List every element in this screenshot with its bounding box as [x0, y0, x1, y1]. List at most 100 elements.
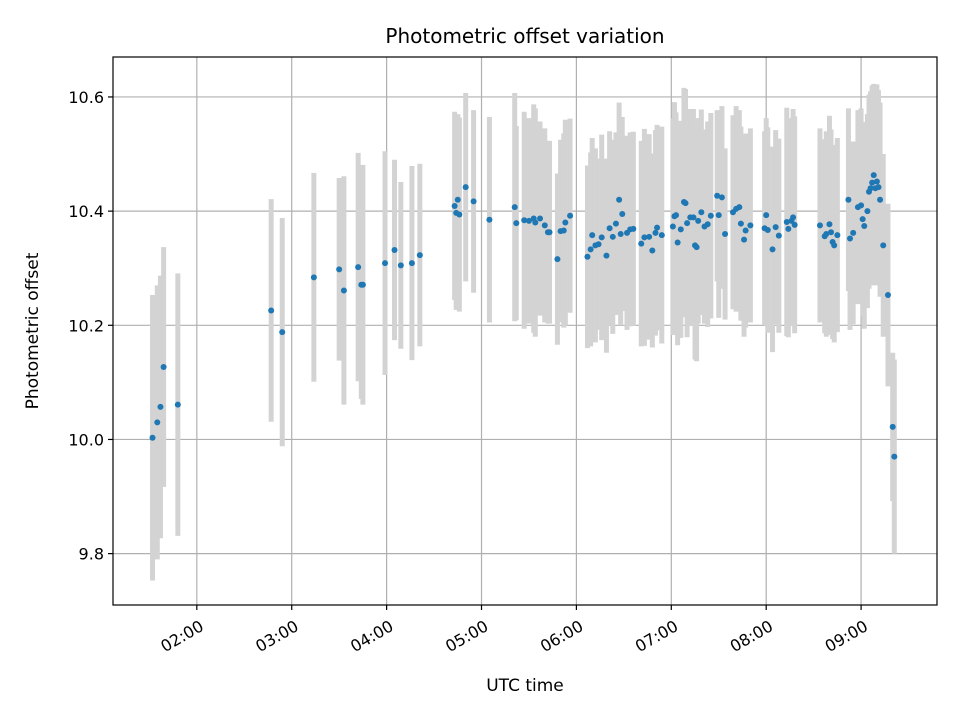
data-point: [513, 220, 520, 227]
data-point: [391, 246, 398, 253]
data-point: [606, 225, 613, 232]
plot-frame: [112, 56, 938, 606]
data-point: [737, 220, 744, 227]
data-point: [861, 222, 868, 229]
data-point: [785, 225, 792, 232]
data-point: [511, 204, 518, 211]
data-point: [698, 209, 705, 216]
data-point: [763, 212, 770, 219]
data-point: [834, 232, 841, 239]
data-point: [397, 262, 404, 269]
data-point: [598, 234, 605, 241]
data-point: [654, 224, 661, 231]
data-point: [682, 200, 689, 207]
data-point: [867, 185, 874, 192]
data-point: [673, 212, 680, 219]
y-tick-label: 9.8: [79, 545, 104, 564]
data-point: [595, 241, 602, 248]
data-point: [646, 233, 653, 240]
data-point: [649, 247, 656, 254]
y-tick-label: 10.4: [68, 202, 104, 221]
data-point: [828, 229, 835, 236]
data-point: [889, 423, 896, 430]
data-point: [864, 208, 871, 215]
data-point: [416, 252, 423, 259]
data-point: [652, 229, 659, 236]
data-point: [630, 225, 637, 232]
data-point: [382, 260, 389, 267]
data-point: [669, 223, 676, 230]
data-point: [612, 220, 619, 227]
data-point: [791, 221, 798, 228]
data-point: [456, 211, 463, 218]
data-point: [850, 229, 857, 236]
data-point: [355, 264, 362, 271]
data-point: [816, 222, 823, 229]
data-point: [718, 194, 725, 201]
data-point: [715, 212, 722, 219]
data-point: [609, 233, 616, 240]
data-point: [541, 222, 548, 229]
data-point: [690, 214, 697, 221]
data-point: [772, 224, 779, 231]
data-point: [589, 232, 596, 239]
data-point: [823, 230, 830, 237]
data-point: [880, 242, 887, 249]
data-point: [451, 202, 458, 209]
data-point: [704, 221, 711, 228]
data-point: [764, 226, 771, 233]
data-point: [619, 210, 626, 217]
data-point: [741, 236, 748, 243]
data-point: [149, 434, 156, 441]
y-axis-ticks: 9.8 10.0 10.2 10.4 10.6: [68, 88, 113, 564]
data-point: [638, 240, 645, 247]
data-point: [747, 222, 754, 229]
data-point: [783, 218, 790, 225]
data-point: [616, 196, 623, 203]
data-point: [831, 242, 838, 249]
data-point: [847, 235, 854, 242]
data-point: [470, 198, 477, 205]
data-point: [736, 204, 743, 211]
y-axis-label: Photometric offset: [23, 252, 43, 409]
data-point: [707, 212, 714, 219]
data-point: [279, 329, 286, 336]
data-point: [525, 217, 532, 224]
data-point: [693, 244, 700, 251]
data-points: [149, 172, 898, 460]
data-point: [869, 179, 876, 186]
y-tick-label: 10.2: [68, 316, 104, 335]
data-point: [486, 216, 493, 223]
data-point: [677, 226, 684, 233]
data-point: [408, 260, 415, 267]
data-point: [877, 196, 884, 203]
data-point: [684, 220, 691, 227]
data-point: [160, 363, 167, 370]
data-point: [268, 307, 275, 314]
data-point: [560, 227, 567, 234]
data-point: [462, 184, 469, 191]
data-point: [714, 192, 721, 199]
data-point: [587, 246, 594, 253]
data-point: [554, 256, 561, 263]
data-point: [340, 287, 347, 294]
data-point: [775, 232, 782, 239]
data-point: [873, 178, 880, 185]
data-point: [562, 219, 569, 226]
x-axis-label: UTC time: [486, 676, 564, 696]
data-point: [674, 239, 681, 246]
data-point: [884, 292, 891, 299]
data-point: [157, 403, 164, 410]
data-point: [790, 214, 797, 221]
data-point: [532, 219, 539, 226]
data-point: [875, 184, 882, 191]
data-point: [859, 216, 866, 223]
y-tick-label: 10.6: [68, 88, 104, 107]
data-point: [858, 202, 865, 209]
data-point: [870, 172, 877, 179]
data-point: [537, 215, 544, 222]
data-point: [722, 230, 729, 237]
data-point: [567, 212, 574, 219]
